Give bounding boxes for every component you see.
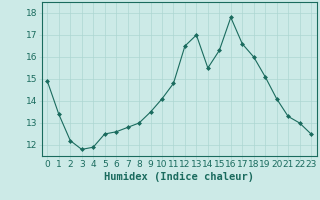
X-axis label: Humidex (Indice chaleur): Humidex (Indice chaleur) xyxy=(104,172,254,182)
